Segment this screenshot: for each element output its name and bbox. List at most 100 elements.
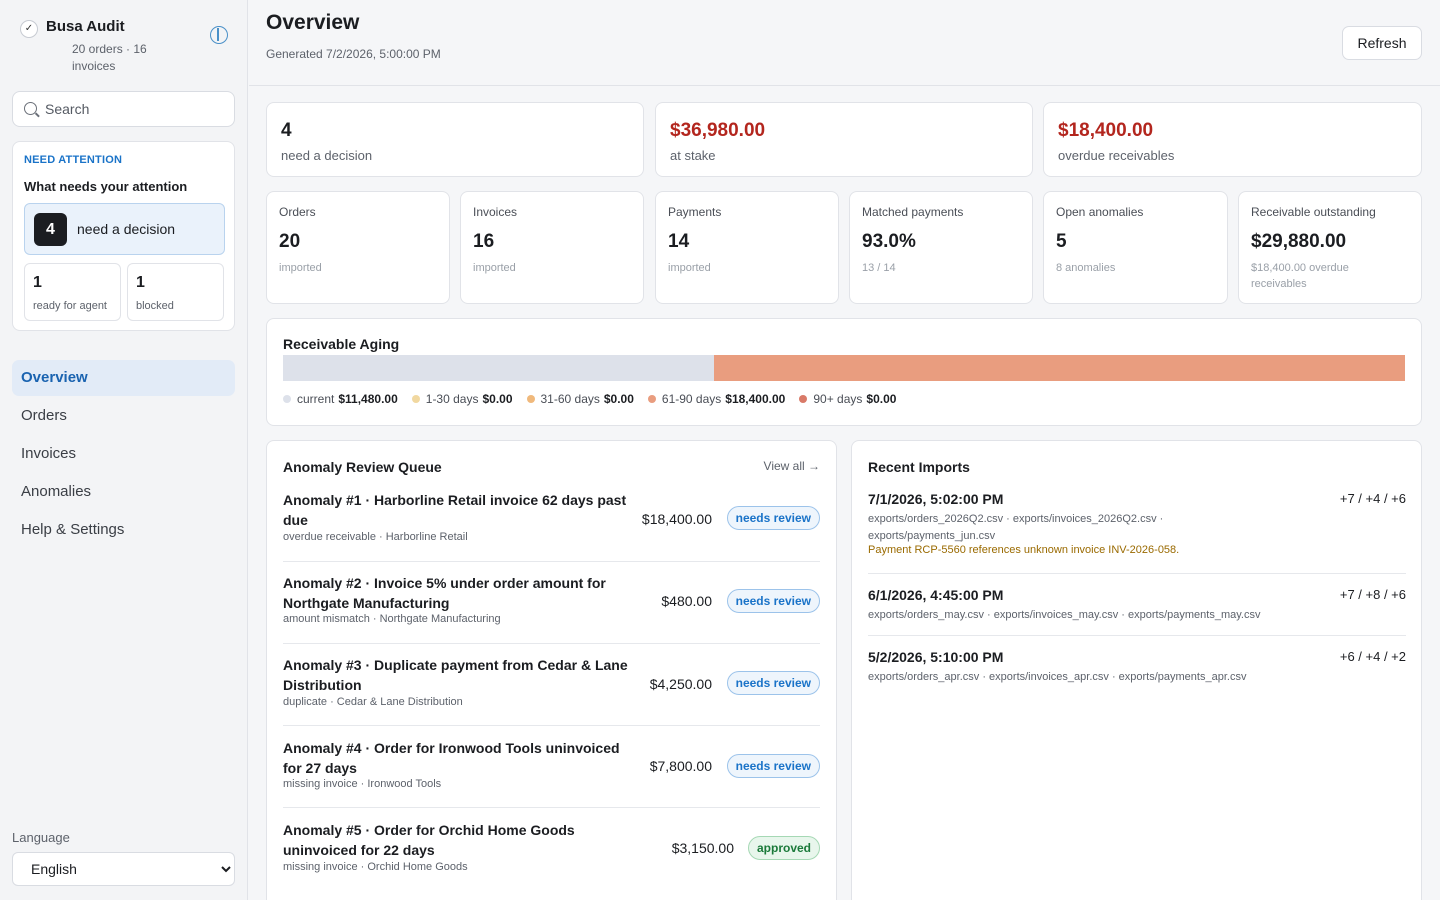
aging-segment (283, 355, 715, 381)
refresh-button[interactable]: Refresh (1342, 26, 1422, 60)
legend-label: 61-90 days (661, 392, 722, 406)
anomaly-title: Anomaly #2 · Invoice 5% under order amou… (283, 575, 606, 611)
need-decision-button[interactable]: 4 need a decision (24, 203, 225, 255)
import-counts: +7 / +4 / +6 (1339, 491, 1406, 506)
generated-timestamp: Generated 7/2/2026, 5:00:00 PM (266, 47, 441, 61)
sidebar-item-help-settings[interactable]: Help & Settings (21, 521, 125, 538)
anomaly-row[interactable]: Anomaly #5 · Order for Orchid Home Goods… (283, 820, 820, 890)
anomaly-subtitle: amount mismatch · Northgate Manufacturin… (283, 613, 501, 625)
legend-label: 31-60 days (540, 392, 600, 406)
stat-label: Matched payments (862, 205, 964, 219)
blocked-count: 1 (136, 274, 145, 291)
legend-label: current (297, 392, 335, 406)
recent-imports-title: Recent Imports (868, 459, 970, 475)
anomaly-row[interactable]: Anomaly #3 · Duplicate payment from Ceda… (283, 655, 820, 726)
stat-card-matched: Matched payments 93.0% 13 / 14 (849, 191, 1033, 304)
import-date: 5/2/2026, 5:10:00 PM (868, 649, 1004, 665)
legend-dot (799, 395, 808, 403)
stat-label: Invoices (473, 205, 518, 219)
status-badge: needs review (726, 506, 820, 530)
legend-amount: $18,400.00 (725, 392, 786, 406)
legend-amount: $0.00 (482, 392, 513, 406)
brand-subtitle: 20 orders · 16 invoices (72, 42, 147, 73)
anomaly-subtitle: missing invoice · Orchid Home Goods (283, 861, 468, 873)
stat-value: 14 (668, 231, 690, 252)
import-counts: +7 / +8 / +6 (1339, 587, 1406, 602)
status-badge: needs review (726, 671, 820, 695)
legend-item: 1-30 days $0.00 (411, 392, 513, 406)
anomaly-amount: $7,800.00 (649, 758, 712, 774)
legend-item: current $11,480.00 (283, 392, 398, 406)
stat-value: 20 (279, 231, 301, 252)
attention-card: NEED ATTENTION What needs your attention… (12, 141, 235, 331)
stat-value: 93.0% (862, 231, 916, 252)
anomaly-subtitle: duplicate · Cedar & Lane Distribution (283, 696, 463, 708)
blocked-label: blocked (136, 300, 174, 312)
sidebar-item-orders[interactable]: Orders (21, 407, 67, 424)
import-row[interactable]: 7/1/2026, 5:02:00 PM +7 / +4 / +6 export… (868, 491, 1406, 574)
headline-label: at stake (670, 148, 716, 163)
stat-sub: 13 / 14 (862, 262, 896, 274)
sidebar-toggle-icon[interactable] (210, 26, 228, 44)
page-header: Overview Generated 7/2/2026, 5:00:00 PM … (249, 0, 1440, 86)
decision-label: need a decision (77, 221, 176, 237)
anomaly-row[interactable]: Anomaly #2 · Invoice 5% under order amou… (283, 573, 820, 644)
anomaly-amount: $4,250.00 (649, 676, 712, 692)
anomaly-subtitle: overdue receivable · Harborline Retail (283, 531, 468, 543)
decision-count: 4 (34, 213, 67, 246)
legend-label: 90+ days (813, 392, 863, 406)
stat-label: Orders (279, 205, 316, 219)
anomaly-amount: $480.00 (661, 593, 712, 609)
blocked-button[interactable]: 1 blocked (127, 263, 224, 321)
receivable-aging-card: Receivable Aging current $11,480.00 1-30 … (266, 318, 1422, 426)
status-badge: needs review (726, 589, 820, 613)
import-warning: Payment RCP-5560 references unknown invo… (868, 544, 1180, 556)
import-date: 6/1/2026, 4:45:00 PM (868, 587, 1004, 603)
import-row[interactable]: 5/2/2026, 5:10:00 PM +6 / +4 / +2 export… (868, 649, 1406, 698)
stat-card-payments: Payments 14 imported (655, 191, 839, 304)
headline-label: need a decision (281, 148, 373, 163)
sidebar-item-anomalies[interactable]: Anomalies (21, 483, 92, 500)
search-box[interactable] (12, 91, 235, 127)
anomaly-row[interactable]: Anomaly #1 · Harborline Retail invoice 6… (283, 490, 820, 562)
stat-card-receivable: Receivable outstanding $29,880.00 $18,40… (1238, 191, 1422, 304)
aging-legend: current $11,480.00 1-30 days $0.00 31-60 d… (283, 392, 910, 406)
stat-label: Open anomalies (1056, 205, 1144, 219)
headline-overdue-card: $18,400.00 overdue receivables (1043, 102, 1422, 177)
anomaly-amount: $3,150.00 (671, 840, 734, 856)
attention-kicker: NEED ATTENTION (24, 154, 123, 166)
aging-bar (283, 355, 1405, 381)
legend-label: 1-30 days (425, 392, 479, 406)
anomaly-title: Anomaly #4 · Order for Ironwood Tools un… (283, 740, 620, 776)
sidebar-item-overview[interactable]: Overview (12, 360, 235, 396)
stat-value: 5 (1056, 231, 1067, 252)
legend-dot (411, 395, 420, 403)
headline-value: $18,400.00 (1058, 120, 1154, 141)
attention-title: What needs your attention (24, 179, 188, 194)
headline-label: overdue receivables (1058, 148, 1175, 163)
anomaly-queue-title: Anomaly Review Queue (283, 459, 442, 475)
language-select[interactable]: English (12, 852, 235, 886)
stat-card-anomalies: Open anomalies 5 8 anomalies (1043, 191, 1228, 304)
search-icon (24, 102, 37, 115)
view-all-link[interactable]: View all → (763, 459, 820, 473)
search-input[interactable] (45, 99, 225, 119)
sidebar-nav: Overview Orders Invoices Anomalies Help … (12, 360, 235, 550)
anomaly-row[interactable]: Anomaly #4 · Order for Ironwood Tools un… (283, 738, 820, 808)
stat-label: Payments (668, 205, 722, 219)
stat-card-orders: Orders 20 imported (266, 191, 450, 304)
language-label: Language (12, 830, 70, 845)
import-files: exports/orders_may.csv · exports/invoice… (868, 609, 1261, 621)
aging-segment (714, 355, 1405, 381)
import-row[interactable]: 6/1/2026, 4:45:00 PM +7 / +8 / +6 export… (868, 587, 1406, 636)
recent-imports-panel: Recent Imports 7/1/2026, 5:02:00 PM +7 /… (851, 440, 1422, 900)
sidebar-item-invoices[interactable]: Invoices (21, 445, 77, 462)
anomaly-title: Anomaly #5 · Order for Orchid Home Goods… (283, 822, 575, 858)
legend-amount: $0.00 (603, 392, 634, 406)
sidebar: ✓ Busa Audit 20 orders · 16 invoices NEE… (0, 0, 248, 900)
brand-title: Busa Audit (46, 18, 125, 35)
anomaly-amount: $18,400.00 (641, 511, 712, 527)
stat-card-invoices: Invoices 16 imported (460, 191, 644, 304)
ready-for-agent-button[interactable]: 1 ready for agent (24, 263, 121, 321)
headline-at-stake-card: $36,980.00 at stake (655, 102, 1033, 177)
